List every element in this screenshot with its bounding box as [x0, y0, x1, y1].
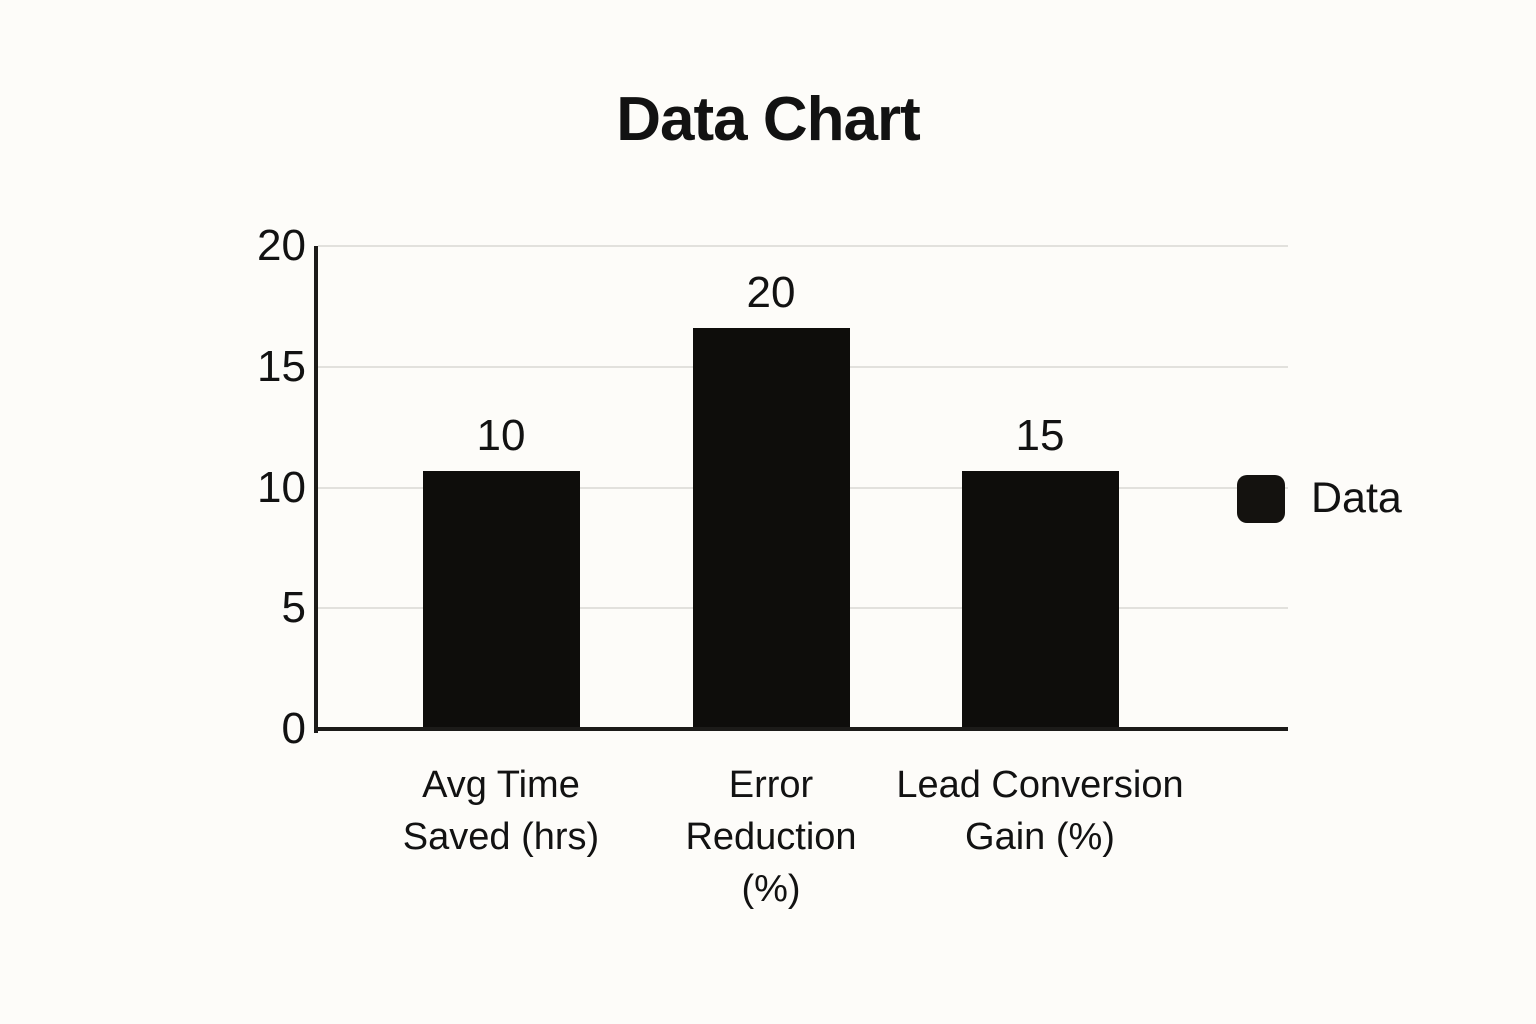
x-category-label-line: Avg Time	[422, 764, 580, 806]
bar-value-label: 20	[746, 268, 796, 318]
x-category-label-line: Error	[728, 764, 814, 806]
x-category-label-line: Reduction	[685, 816, 857, 858]
bar	[692, 328, 850, 729]
bar	[961, 470, 1119, 729]
legend-label: Data	[1311, 474, 1402, 522]
y-tick-label-10: 10	[257, 462, 306, 512]
legend-swatch-icon	[1237, 474, 1285, 523]
bar-value-label: 10	[476, 410, 526, 460]
bar-value-label: 15	[1015, 410, 1065, 460]
y-tick-label-0: 0	[281, 704, 306, 753]
legend: Data	[1237, 474, 1402, 523]
x-category-label-line: Saved (hrs)	[402, 816, 600, 858]
gridline-y20	[318, 245, 1288, 247]
x-axis-line	[314, 727, 1288, 731]
bar	[422, 470, 580, 729]
y-tick-label-20: 20	[257, 221, 306, 270]
y-tick-label-5: 5	[281, 583, 306, 633]
x-category-label-line: Gain (%)	[965, 816, 1115, 858]
x-category-label: Avg Time Saved (hrs)	[403, 759, 599, 863]
x-category-label-line: Lead Conversion	[896, 764, 1184, 806]
x-category-label: Lead Conversion Gain (%)	[896, 759, 1183, 863]
chart-title: Data Chart	[616, 85, 921, 154]
x-category-label: Error Reduction (%)	[685, 759, 856, 915]
x-category-label-line: (%)	[741, 868, 801, 910]
y-axis-line	[314, 246, 318, 733]
y-tick-label-15: 15	[257, 341, 306, 391]
